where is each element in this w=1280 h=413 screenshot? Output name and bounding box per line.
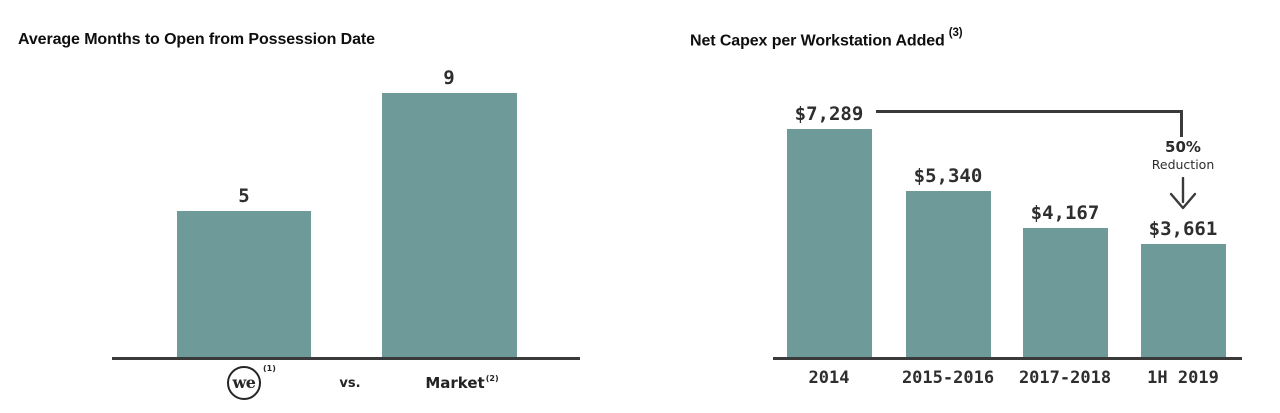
we-logo-text: we <box>232 372 256 392</box>
footnote-marker-2: (2) <box>485 374 499 383</box>
reduction-annotation-percent: 50% <box>1165 138 1201 156</box>
market-axis-label: Market(2) <box>402 374 522 392</box>
bar-value-label-market-2: 9 <box>443 67 455 89</box>
footnote-marker-3: (3) <box>948 27 963 39</box>
down-arrow-icon <box>1169 177 1197 210</box>
bar-market-2 <box>381 93 517 359</box>
reduction-bracket-horizontal-line <box>876 110 1182 113</box>
bar-2014 <box>786 129 872 359</box>
right-chart-title: Net Capex per Workstation Added (3) <box>690 27 963 51</box>
footnote-marker-1: (1) <box>263 364 276 373</box>
bar-value-label-2014: $7,289 <box>794 103 864 125</box>
reduction-annotation-label: Reduction <box>1151 157 1215 172</box>
bar-value-label-2017-2018: $4,167 <box>1030 201 1100 224</box>
x-axis-label-2015-2016: 2015-2016 <box>901 368 995 388</box>
bar-1h-2019 <box>1140 243 1226 359</box>
right-x-axis-line <box>773 357 1242 360</box>
vs-label: vs. <box>339 376 361 391</box>
bar-2015-2016 <box>905 190 991 359</box>
x-axis-label-2017-2018: 2017-2018 <box>1018 368 1112 388</box>
bar-value-label-2015-2016: $5,340 <box>913 164 983 187</box>
bar-2017-2018 <box>1022 227 1108 359</box>
bar-value-label-we-1: 5 <box>238 185 250 208</box>
left-x-axis-line <box>112 357 580 360</box>
x-axis-label-1h-2019: 1H 2019 <box>1147 368 1219 388</box>
x-axis-label-2014: 2014 <box>808 368 850 388</box>
bar-value-label-1h-2019: $3,661 <box>1148 217 1218 240</box>
market-label-text: Market <box>425 374 485 392</box>
left-chart-title: Average Months to Open from Possession D… <box>18 31 375 48</box>
reduction-bracket-vertical-line <box>1180 110 1183 137</box>
bar-we-1 <box>177 211 311 359</box>
we-logo-icon: we <box>227 366 261 400</box>
right-chart-title-text: Net Capex per Workstation Added <box>690 32 945 50</box>
